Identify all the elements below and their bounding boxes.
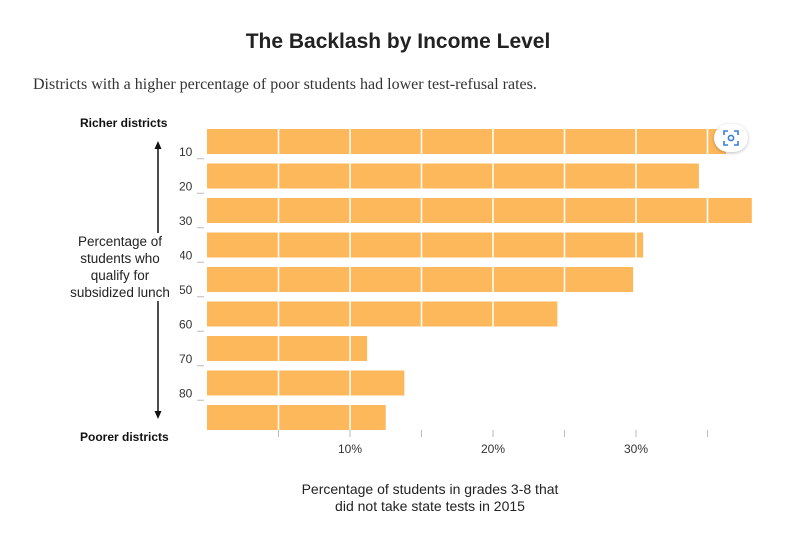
bar [207, 405, 386, 430]
bars-group [207, 129, 752, 430]
richer-districts-label: Richer districts [80, 116, 168, 130]
bar [207, 232, 644, 258]
y-tick-label: 50 [179, 283, 193, 297]
chart-title: The Backlash by Income Level [245, 30, 551, 53]
y-tick-label: 40 [179, 248, 193, 262]
arrow-up-icon [154, 141, 162, 149]
bar [207, 267, 634, 292]
y-tick-label: 10 [179, 145, 193, 159]
zoom-icon [723, 130, 739, 146]
x-ticks-group: 10% 20% 30% [278, 430, 708, 456]
zoom-button[interactable] [714, 124, 748, 152]
x-tick-label: 30% [624, 442, 648, 456]
arrow-down-icon [154, 411, 162, 419]
bar [207, 370, 405, 396]
gridlines-group [277, 129, 709, 430]
poorer-districts-label: Poorer districts [80, 430, 169, 444]
bar [207, 163, 699, 189]
y-tick-label: 20 [179, 179, 193, 193]
bar [207, 129, 727, 154]
bar [207, 198, 752, 223]
y-tick-label: 80 [179, 386, 193, 400]
y-tick-label: 70 [179, 352, 193, 366]
x-tick-label: 20% [481, 442, 505, 456]
bar [207, 301, 558, 327]
chart-subtitle: Districts with a higher percentage of po… [33, 76, 537, 93]
y-tick-label: 30 [179, 214, 193, 228]
y-ticks-group: 10 20 30 40 50 60 70 80 [179, 145, 204, 401]
x-tick-label: 10% [338, 442, 362, 456]
x-axis-label: Percentage of students in grades 3-8 tha… [301, 481, 559, 514]
y-tick-label: 60 [179, 317, 193, 331]
y-axis-label: Percentage of students who qualify for s… [60, 233, 180, 301]
bar [207, 336, 368, 361]
